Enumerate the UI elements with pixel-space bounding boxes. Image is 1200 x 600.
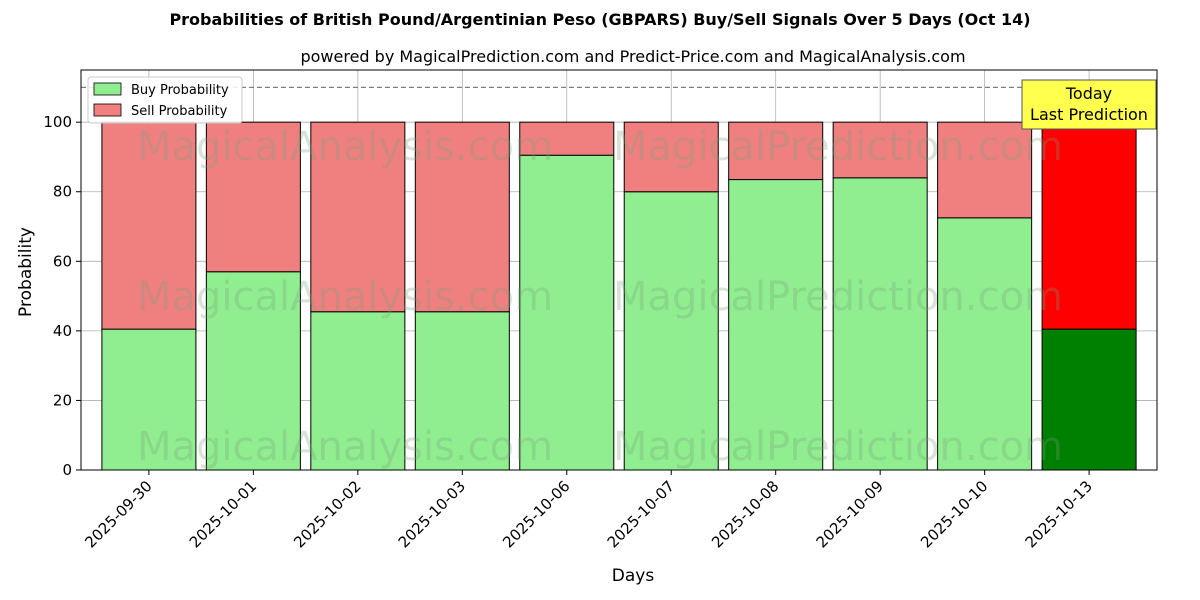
bar-sell-2025-09-30: [101, 121, 197, 330]
y-tick-label: 80: [53, 183, 72, 201]
bar-buy-2025-09-30: [101, 328, 197, 471]
x-tick-label: 2025-10-10: [917, 477, 991, 551]
bar-buy-2025-10-10: [937, 217, 1033, 471]
watermark-text: MagicalPrediction.com: [613, 424, 1063, 470]
legend: Buy Probability Sell Probability: [87, 76, 243, 124]
x-axis-ticks: 2025-09-30 2025-10-01 2025-10-02 2025-10-03…: [81, 470, 1096, 551]
x-tick-label: 2025-10-07: [604, 477, 678, 551]
x-tick-label: 2025-10-06: [499, 477, 573, 551]
x-tick-label: 2025-10-01: [186, 477, 260, 551]
legend-label-sell: Sell Probability: [131, 104, 228, 119]
plot-frame: [80, 69, 1158, 471]
watermark-text: MagicalAnalysis.com: [137, 274, 553, 320]
today-annotation-line2: Last Prediction: [1030, 105, 1148, 124]
today-annotation-box: [1021, 79, 1157, 130]
x-tick-label: 2025-10-02: [290, 477, 364, 551]
today-annotation-line1: Today: [1065, 84, 1112, 103]
y-axis-label: Probability: [16, 227, 36, 317]
bar-sell-2025-10-06: [519, 121, 615, 156]
today-annotation: Today Last Prediction: [1021, 79, 1157, 130]
bar-buy-2025-10-13: [1041, 328, 1137, 471]
watermark-text: MagicalAnalysis.com: [137, 124, 553, 170]
x-tick-label: 2025-10-13: [1022, 477, 1096, 551]
bar-sell-2025-10-02: [310, 121, 406, 313]
chart-title: Probabilities of British Pound/Argentini…: [169, 10, 1030, 29]
legend-box: [87, 76, 243, 124]
x-tick-label: 2025-09-30: [81, 477, 155, 551]
bar-sell-2025-10-13: [1041, 121, 1137, 330]
y-axis-ticks: 0 20 40 60 80 100: [43, 113, 81, 479]
x-axis-label: Days: [612, 566, 655, 586]
legend-label-buy: Buy Probability: [131, 83, 229, 98]
y-tick-label: 0: [62, 461, 72, 479]
bars: [101, 121, 1137, 471]
bar-buy-2025-10-02: [310, 311, 406, 471]
bar-buy-2025-10-09: [832, 177, 928, 471]
watermark-text: MagicalPrediction.com: [613, 124, 1063, 170]
watermark-text: MagicalAnalysis.com: [137, 424, 553, 470]
bar-buy-2025-10-03: [414, 311, 510, 471]
y-tick-label: 40: [53, 322, 72, 340]
bar-sell-2025-10-08: [728, 121, 824, 181]
y-tick-label: 20: [53, 391, 72, 409]
y-tick-label: 60: [53, 252, 72, 270]
bar-buy-2025-10-08: [728, 179, 824, 471]
legend-swatch-buy: [93, 82, 122, 96]
watermarks: MagicalAnalysis.com MagicalPrediction.com…: [137, 124, 1063, 470]
bar-buy-2025-10-06: [519, 154, 615, 471]
y-tick-label: 100: [43, 113, 72, 131]
x-tick-label: 2025-10-03: [395, 477, 469, 551]
bar-sell-2025-10-09: [832, 121, 928, 179]
bar-buy-2025-10-07: [623, 191, 719, 471]
chart-subtitle: powered by MagicalPrediction.com and Pre…: [300, 47, 965, 66]
legend-swatch-sell: [93, 103, 122, 117]
x-tick-label: 2025-10-08: [708, 477, 782, 551]
bar-sell-2025-10-01: [205, 121, 301, 273]
bar-sell-2025-10-03: [414, 121, 510, 313]
watermark-text: MagicalPrediction.com: [613, 274, 1063, 320]
x-tick-label: 2025-10-09: [813, 477, 887, 551]
bar-sell-2025-10-10: [937, 121, 1033, 219]
bar-sell-2025-10-07: [623, 121, 719, 193]
